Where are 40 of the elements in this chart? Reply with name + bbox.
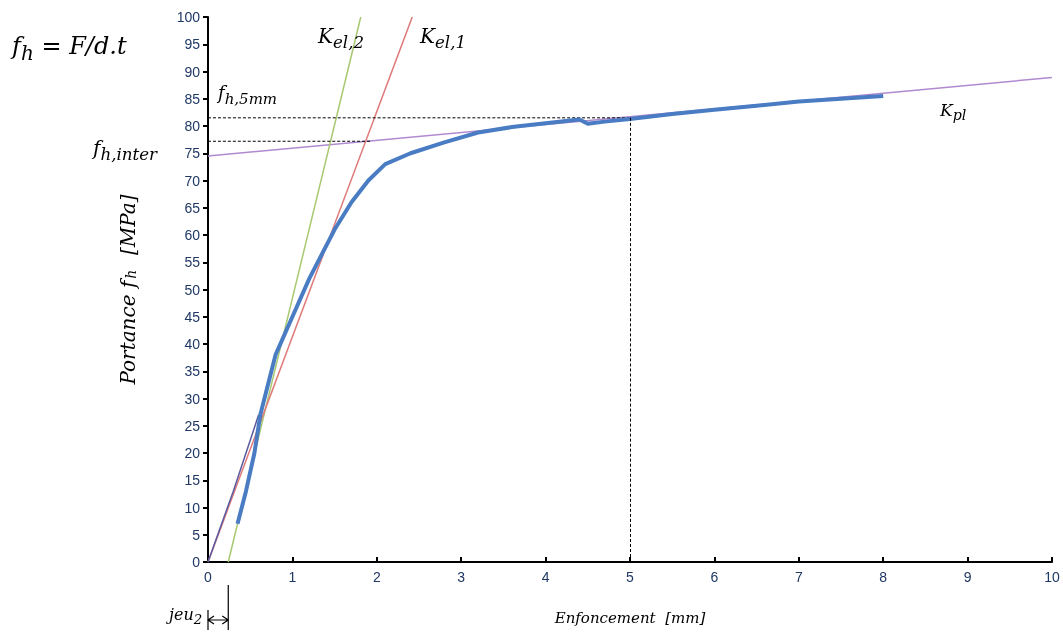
y-tick-label: 45 <box>184 308 201 325</box>
text: f$_{h,inter}$ <box>93 136 157 164</box>
x-tick-label: 10 <box>1044 569 1060 585</box>
y-tick-label: 70 <box>184 172 201 189</box>
x-axis-title: Enfoncement [mm] <box>553 608 706 627</box>
annotation: K$_{el,1}$ <box>420 24 467 52</box>
x-tick-label: 2 <box>372 569 381 585</box>
x-tick-label: 4 <box>541 569 550 585</box>
x-tick-label: 8 <box>879 569 888 585</box>
y-tick-label: 40 <box>184 336 201 352</box>
y-tick-label: 75 <box>184 145 201 162</box>
y-tick-label: 5 <box>192 526 201 543</box>
y-tick-label: 55 <box>184 254 201 271</box>
y-tick-label: 30 <box>184 390 201 407</box>
annotation: K$_{pl}$ <box>940 100 967 124</box>
y-tick-label: 90 <box>184 63 201 80</box>
y-tick-label: 15 <box>184 472 201 489</box>
y-tick-label: 85 <box>184 90 201 107</box>
x-tick-label: 6 <box>710 569 719 585</box>
x-tick-label: 7 <box>794 569 803 585</box>
y-tick-label: 20 <box>184 445 201 461</box>
y-tick-label: 95 <box>184 36 201 53</box>
x-tick-label: 9 <box>963 569 972 585</box>
annotation: K$_{el,2}$ <box>318 24 365 52</box>
y-axis-title: Portance fh [MPa] <box>116 194 140 386</box>
annotation: f$_{h,5mm}$ <box>218 82 278 108</box>
text: f$_{h}$ = F/d.t <box>12 32 127 65</box>
x-tick-label: 3 <box>457 569 466 585</box>
y-tick-label: 35 <box>184 363 201 380</box>
x-tick-label: 0 <box>204 569 213 585</box>
y-tick-label: 60 <box>184 227 201 243</box>
x-tick-label: 1 <box>288 569 297 585</box>
y-tick-label: 100 <box>176 9 201 25</box>
y-tick-label: 25 <box>184 417 201 434</box>
y-tick-label: 65 <box>184 199 201 216</box>
y-tick-label: 0 <box>192 554 201 570</box>
x-tick-label: 5 <box>626 569 635 585</box>
y-tick-label: 80 <box>184 118 201 134</box>
y-tick-label: 10 <box>184 499 201 516</box>
y-tick-label: 50 <box>184 281 201 298</box>
